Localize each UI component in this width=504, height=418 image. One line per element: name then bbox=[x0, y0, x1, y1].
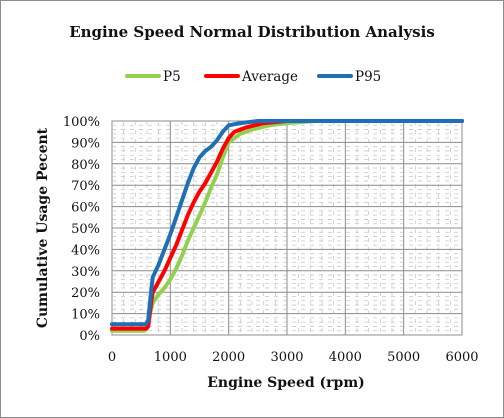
x-axis-ticks: 0 1000 2000 3000 4000 5000 6000 bbox=[108, 350, 479, 365]
legend-label-p5: P5 bbox=[163, 69, 181, 85]
y-tick-label: 40% bbox=[71, 243, 100, 258]
y-tick-label: 80% bbox=[71, 158, 100, 173]
y-tick-label: 90% bbox=[71, 136, 100, 151]
x-tick-label: 2000 bbox=[212, 350, 245, 365]
y-tick-label: 10% bbox=[71, 308, 100, 323]
y-tick-label: 20% bbox=[71, 286, 100, 301]
legend-label-average: Average bbox=[241, 69, 298, 85]
x-tick-label: 0 bbox=[108, 350, 116, 365]
major-grid bbox=[112, 121, 462, 335]
y-tick-label: 50% bbox=[71, 222, 100, 237]
legend-label-p95: P95 bbox=[355, 69, 381, 85]
y-axis-title: Cumulative Usage Pecent bbox=[35, 127, 51, 328]
y-tick-label: 0% bbox=[79, 329, 100, 344]
legend: P5 Average P95 bbox=[125, 69, 381, 85]
y-tick-label: 30% bbox=[71, 265, 100, 280]
y-tick-label: 100% bbox=[63, 115, 100, 130]
x-tick-label: 3000 bbox=[270, 350, 303, 365]
x-tick-label: 5000 bbox=[387, 350, 420, 365]
x-tick-label: 4000 bbox=[329, 350, 362, 365]
x-tick-label: 1000 bbox=[154, 350, 187, 365]
series-line-p95 bbox=[110, 119, 464, 327]
x-tick-label: 6000 bbox=[445, 350, 478, 365]
x-axis-title: Engine Speed (rpm) bbox=[207, 375, 365, 391]
y-tick-label: 70% bbox=[71, 179, 100, 194]
y-axis-ticks: 0% 10% 20% 30% 40% 50% 60% 70% 80% 90% 100% bbox=[63, 115, 100, 344]
y-tick-label: 60% bbox=[71, 201, 100, 216]
chart-title: Engine Speed Normal Distribution Analysi… bbox=[69, 23, 435, 41]
plot-area: 0 1000 2000 3000 4000 5000 6000 0% 10% 20% 30% 40%… bbox=[63, 115, 479, 365]
series-layer bbox=[110, 119, 464, 333]
